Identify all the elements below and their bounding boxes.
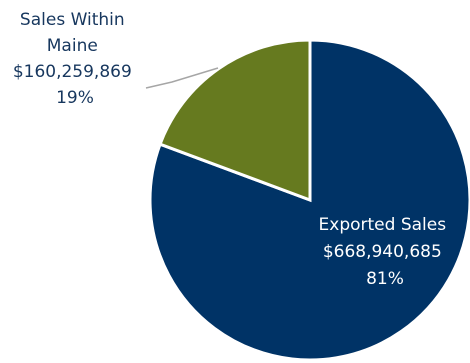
slice-percent-label: 19% xyxy=(56,88,94,108)
slice-percent-label: 81% xyxy=(366,269,404,289)
slice-label-name: Exported Sales xyxy=(319,215,447,235)
leader-line-sales-within-maine xyxy=(145,67,219,89)
slices-layer xyxy=(148,38,470,362)
slice-value-label: $668,940,685 xyxy=(323,242,442,262)
slice-label-name-line2: Maine xyxy=(47,36,98,56)
slice-label-sales-within-maine: Sales Within Maine $160,259,869 19% xyxy=(13,10,137,108)
slice-value-label: $160,259,869 xyxy=(13,62,132,82)
slice-label-name-line1: Sales Within xyxy=(20,10,125,30)
slice-label-exported-sales: Exported Sales $668,940,685 81% xyxy=(319,215,452,289)
pie-slice-sales-within-maine xyxy=(158,38,312,203)
